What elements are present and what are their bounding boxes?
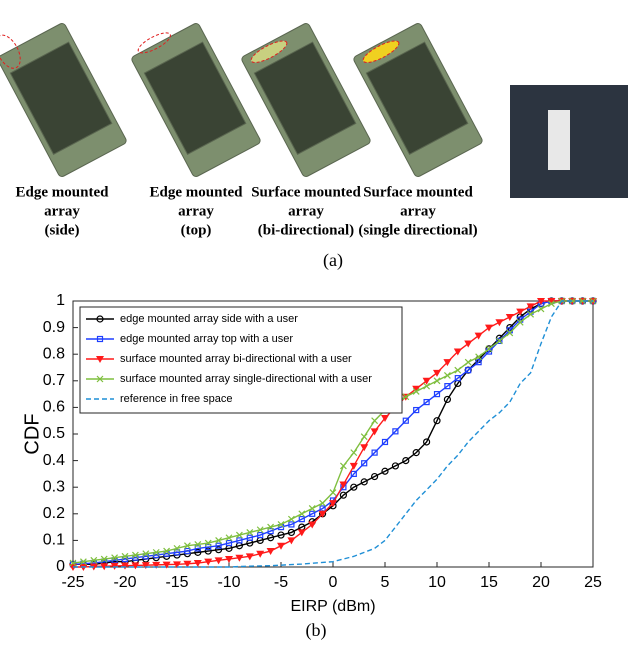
x-tick-label: 5 [381,574,390,591]
y-tick-label: 0.9 [43,319,65,336]
y-tick-label: 0.5 [43,425,65,442]
x-tick-label: -15 [165,574,188,591]
legend-label: surface mounted array single-directional… [120,373,372,385]
x-tick-label: 15 [480,574,498,591]
phone [0,6,127,178]
x-axis-label: EIRP (dBm) [290,598,375,615]
y-tick-label: 0.3 [43,478,65,495]
y-axis-label: CDF [21,413,43,454]
x-tick-label: 20 [532,574,550,591]
caption-line: Edge mounted [16,184,110,200]
caption-line: (bi-directional) [258,222,354,238]
panel-a: Edge mounted array (side) Edge mounted array… [0,0,633,285]
x-tick-label: 25 [584,574,602,591]
legend-label: surface mounted array bi-directional wit… [120,353,352,365]
caption-line: array [400,203,436,219]
legend-label: edge mounted array top with a user [120,333,293,345]
y-tick-label: 0.7 [43,372,65,389]
legend-label: reference in free space [120,393,233,405]
phone [241,22,372,178]
caption-line: (top) [181,222,212,238]
caption-line: array [178,203,214,219]
panel-label: (a) [323,250,343,271]
caption-line: Surface mounted [363,184,473,200]
legend-label: edge mounted array side with a user [120,313,298,325]
y-tick-label: 0.6 [43,399,65,416]
x-tick-label: -20 [113,574,136,591]
photo-person [548,110,570,170]
x-tick-label: -10 [217,574,240,591]
chart: 0 0.1 0.2 0.3 0.4 0.5 0.6 0.7 0.8 0.9 1 -25 -20 -15 -1… [0,285,633,650]
x-tick-label: 10 [428,574,446,591]
x-tick-label: 0 [329,574,338,591]
page: Edge mounted array (side) Edge mounted array… [0,0,633,650]
phone [127,15,262,178]
panel-label: (b) [306,620,327,641]
phone-illustrations [0,6,483,178]
caption-line: (single directional) [358,222,477,238]
caption-line: Surface mounted [251,184,361,200]
y-tick-label: 0.1 [43,532,65,549]
caption-line: (side) [45,222,80,238]
y-tick-label: 0.4 [43,452,65,469]
caption-line: array [44,203,80,219]
caption-line: array [288,203,324,219]
y-tick-label: 1 [56,292,65,309]
y-tick-label: 0.8 [43,345,65,362]
x-tick-label: -25 [61,574,84,591]
x-tick-label: -5 [274,574,288,591]
y-tick-label: 0.2 [43,505,65,522]
phone [353,22,484,178]
caption-line: Edge mounted [150,184,244,200]
y-tick-label: 0 [56,558,65,575]
